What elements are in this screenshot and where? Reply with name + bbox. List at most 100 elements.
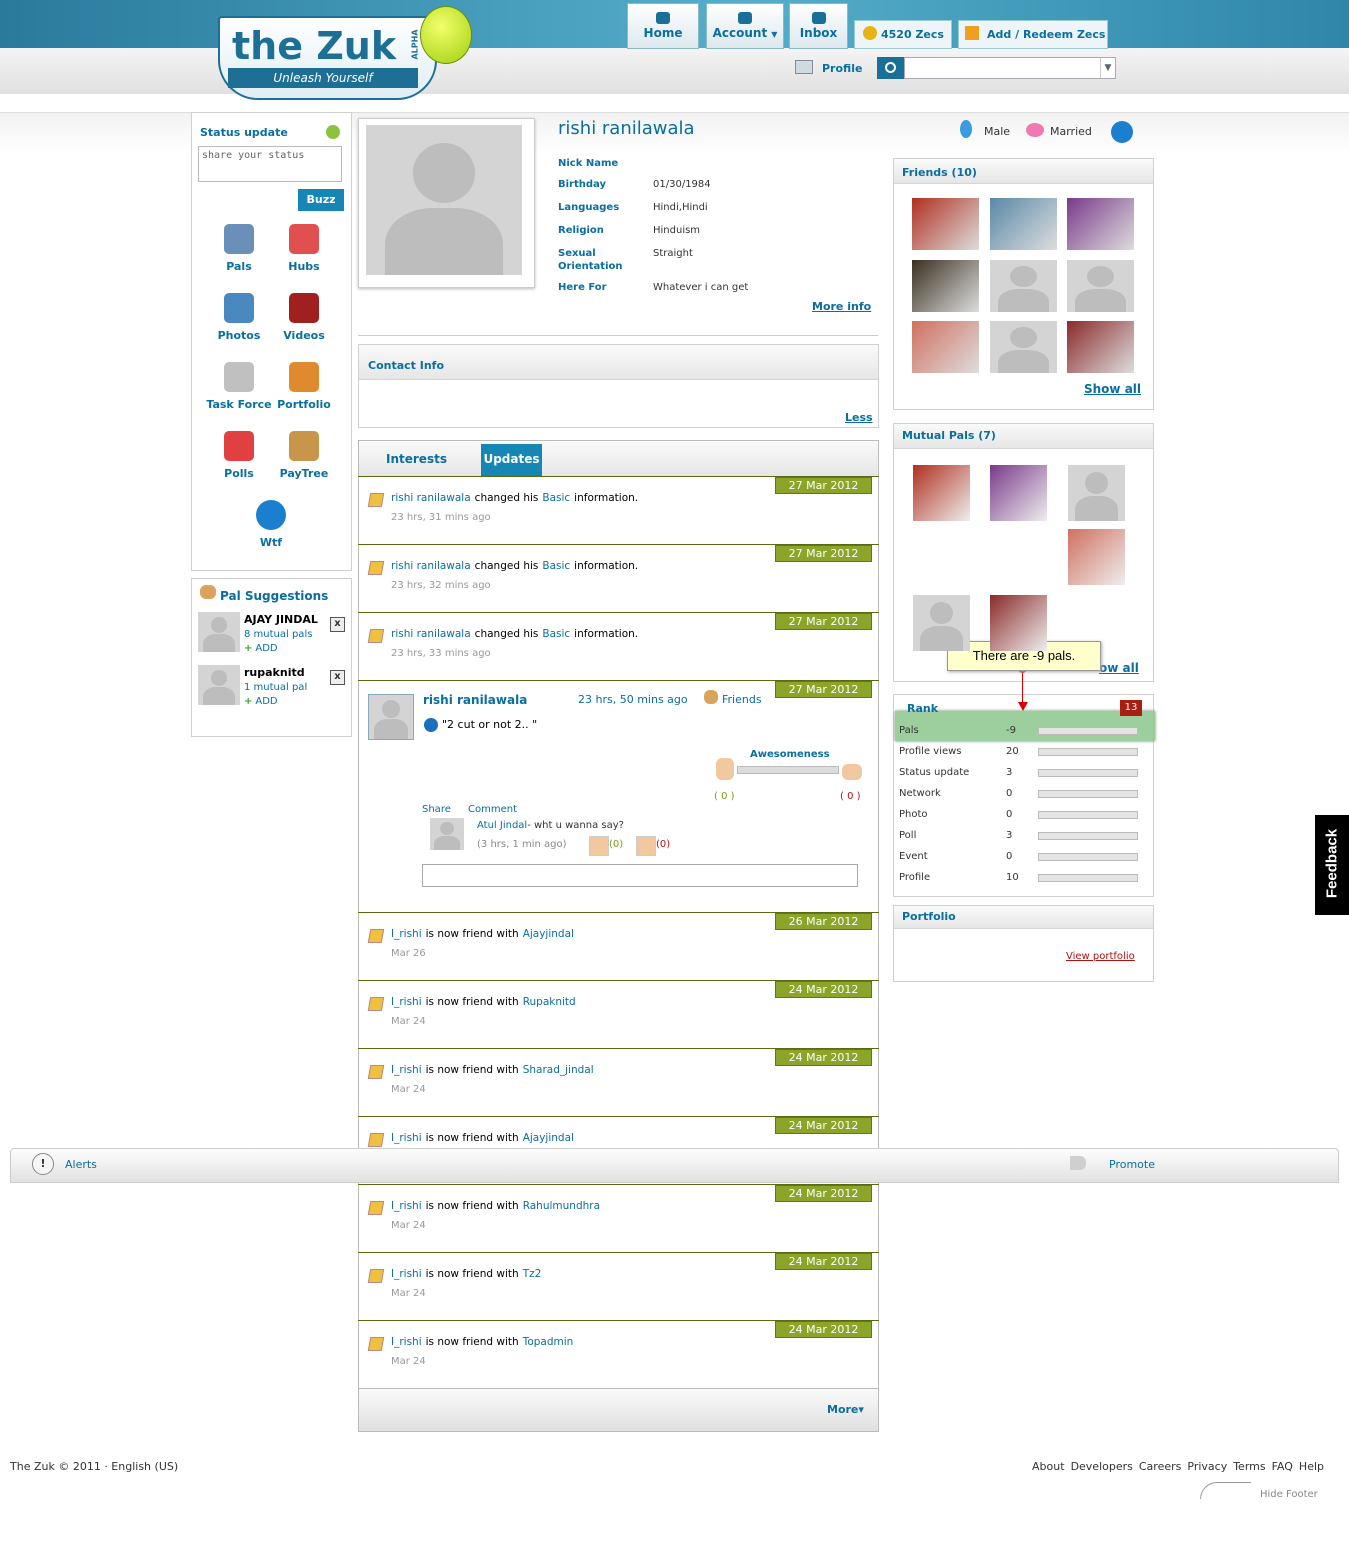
friend-photo[interactable] [912,260,979,312]
gender: Male [984,125,1011,138]
update-user[interactable]: I_rishi [391,1336,422,1348]
add[interactable]: + ADD [244,643,278,654]
tab-active[interactable]: Updates [481,444,542,476]
friend-photo[interactable] [990,198,1057,250]
comment-dislike-icon[interactable] [636,836,656,856]
app[interactable]: Pals [206,220,272,273]
redeem-tab[interactable]: Add / Redeem Zecs [958,20,1108,49]
zecs-tab[interactable]: 4520 Zecs [854,20,952,49]
friend-photo[interactable] [912,198,979,250]
more-info[interactable]: More info [812,300,872,313]
update-object[interactable]: Basic [542,560,571,572]
mutual-photo[interactable] [913,465,970,521]
update-line: I_rishi is now friend with Tz2 [391,1268,545,1280]
update-object[interactable]: Rupaknitd [522,996,576,1008]
app[interactable]: Photos [206,289,272,342]
update-user[interactable]: rishi ranilawala [391,560,471,572]
comment-line: Atul Jindal- wht u wanna say? [477,820,624,831]
update-user[interactable]: I_rishi [391,928,422,940]
date-tag: 27 Mar 2012 [775,545,872,562]
app[interactable]: Portfolio [271,358,337,411]
show-all[interactable]: Show all [1084,382,1142,396]
more[interactable]: More▾ [827,1403,864,1416]
rank-label: Event [899,851,928,862]
profile-icon [795,60,813,74]
update-user[interactable]: rishi ranilawala [391,492,471,504]
tab[interactable]: Interests [386,452,447,466]
friend-photo[interactable] [1067,321,1134,373]
nav-tab[interactable]: Inbox [789,3,848,49]
update-user[interactable]: I_rishi [391,1064,422,1076]
footer-link[interactable]: About [1032,1460,1065,1473]
post-user[interactable]: rishi ranilawala [423,693,528,707]
update-user[interactable]: I_rishi [391,1200,422,1212]
nav-tab[interactable]: Home [627,3,699,49]
profile-link[interactable]: Profile [822,62,863,75]
app[interactable]: Task Force [206,358,272,411]
mutual-count[interactable]: 1 mutual pal [244,682,308,693]
dislike-icon[interactable] [842,764,862,780]
footer-link[interactable]: Terms [1233,1460,1266,1473]
comment-user[interactable]: Atul Jindal [477,820,528,831]
share[interactable]: Share [422,804,451,815]
mutual-title: Mutual Pals (7) [902,429,996,442]
mutual-photo[interactable] [990,465,1047,521]
search-input[interactable]: ▼ [904,57,1116,79]
app[interactable]: Videos [271,289,337,342]
update-object[interactable]: Ajayjindal [522,928,574,940]
friend-photo[interactable] [912,321,979,373]
buzz-button[interactable]: Buzz [298,189,344,211]
app[interactable]: Polls [206,427,272,480]
mutual-count[interactable]: 8 mutual pals [244,629,313,640]
add[interactable]: + ADD [244,696,278,707]
comment[interactable]: Comment [468,804,517,815]
mutual-show-all[interactable]: ow all [1099,661,1139,675]
update-object[interactable]: Basic [542,492,571,504]
footer-link[interactable]: Developers [1070,1460,1133,1473]
comment-like-icon[interactable] [589,836,609,856]
post-text: "2 cut or not 2.. " [442,718,538,731]
update-user[interactable]: I_rishi [391,1132,422,1144]
hide-footer[interactable]: Hide Footer [1260,1489,1318,1500]
update-user[interactable]: rishi ranilawala [391,628,471,640]
date-tag: 24 Mar 2012 [775,1117,872,1134]
status-input[interactable]: share your status [198,146,342,182]
nav-tab[interactable]: Account ▼ [706,3,784,49]
search-button[interactable] [877,57,904,79]
footer-link[interactable]: Privacy [1187,1460,1228,1473]
view-portfolio[interactable]: View portfolio [1066,951,1135,962]
update-object[interactable]: Basic [542,628,571,640]
app[interactable]: Hubs [271,220,337,273]
like-icon[interactable] [716,758,734,780]
update-object[interactable]: Ajayjindal [522,1132,574,1144]
comment-input[interactable] [422,864,858,887]
update-object[interactable]: Sharad_jindal [522,1064,594,1076]
update-user[interactable]: I_rishi [391,996,422,1008]
friend-photo[interactable] [990,321,1057,373]
mutual-photo[interactable] [1068,465,1125,521]
mutual-photo[interactable] [913,595,970,651]
avatar [198,665,240,705]
less[interactable]: Less [845,411,873,424]
friend-photo[interactable] [1067,198,1134,250]
update-object[interactable]: Tz2 [522,1268,542,1280]
alerts[interactable]: Alerts [65,1158,97,1171]
footer-link[interactable]: FAQ [1271,1460,1293,1473]
zecs: 4520 Zecs [881,28,944,41]
close[interactable]: x [330,617,345,632]
footer-link[interactable]: Careers [1138,1460,1182,1473]
update-object[interactable]: Rahulmundhra [522,1200,601,1212]
update-user[interactable]: I_rishi [391,1268,422,1280]
dislikes: ( 0 ) [840,791,861,802]
friend-photo[interactable] [990,260,1057,312]
update-object[interactable]: Topadmin [522,1336,574,1348]
app[interactable]: Wtf [238,496,304,549]
mutual-photo[interactable] [990,595,1047,651]
app[interactable]: PayTree [271,427,337,480]
mutual-photo[interactable] [1068,529,1125,585]
close[interactable]: x [330,670,345,685]
feedback-tab[interactable]: Feedback [1315,815,1349,915]
footer-link[interactable]: Help [1298,1460,1324,1473]
friend-photo[interactable] [1067,260,1134,312]
promote[interactable]: Promote [1109,1158,1155,1171]
